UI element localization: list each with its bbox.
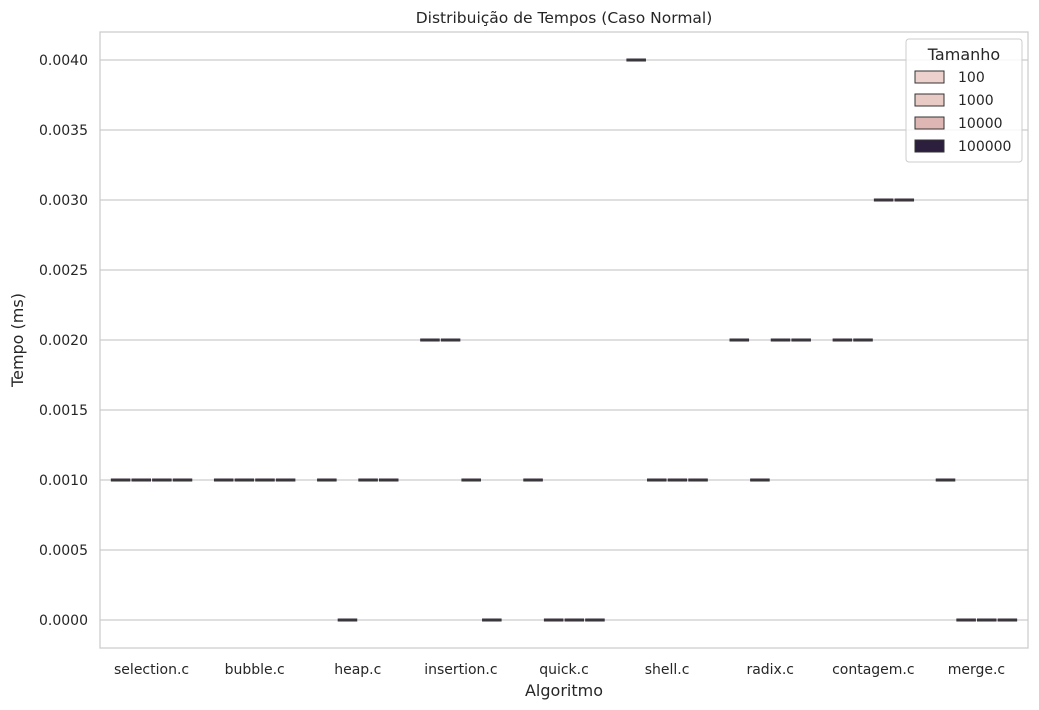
grid-lines	[100, 59, 1028, 621]
legend-label: 1000	[958, 93, 994, 109]
legend-title: Tamanho	[927, 45, 1000, 64]
legend: Tamanho 100 1000 10000 100000	[905, 38, 1023, 163]
plot-frame	[99, 31, 1029, 649]
y-tick-label: 0.0040	[39, 53, 88, 69]
y-axis-label: Tempo (ms)	[8, 293, 27, 388]
x-tick-labels: selection.c bubble.c heap.c insertion.c quic…	[114, 662, 1005, 678]
y-tick-label: 0.0020	[39, 333, 88, 349]
y-tick-label: 0.0015	[39, 403, 88, 419]
x-tick-label: shell.c	[645, 662, 690, 678]
chart-title: Distribuição de Tempos (Caso Normal)	[416, 9, 713, 27]
x-axis-label: Algoritmo	[525, 681, 603, 700]
legend-swatch	[914, 139, 945, 153]
y-tick-label: 0.0035	[39, 123, 88, 139]
legend-swatch	[914, 70, 945, 84]
y-tick-labels: 0.0000 0.0005 0.0010 0.0015 0.0020 0.0025 0.00…	[39, 53, 88, 629]
x-tick-label: quick.c	[539, 662, 589, 678]
y-tick-label: 0.0025	[39, 263, 88, 279]
x-tick-label: heap.c	[334, 662, 381, 678]
x-tick-label: insertion.c	[424, 662, 497, 678]
legend-label: 100000	[958, 139, 1011, 155]
y-tick-label: 0.0010	[39, 473, 88, 489]
y-tick-label: 0.0005	[39, 543, 88, 559]
legend-swatch	[914, 93, 945, 107]
legend-label: 10000	[958, 116, 1003, 132]
y-tick-label: 0.0000	[39, 613, 88, 629]
legend-frame	[905, 38, 1023, 163]
legend-swatch	[914, 116, 945, 130]
box-marks	[110, 58, 1018, 622]
y-tick-label: 0.0030	[39, 193, 88, 209]
x-tick-label: bubble.c	[225, 662, 285, 678]
x-tick-label: merge.c	[948, 662, 1005, 678]
x-tick-label: selection.c	[114, 662, 189, 678]
x-tick-label: radix.c	[746, 662, 794, 678]
legend-label: 100	[958, 70, 985, 86]
x-tick-label: contagem.c	[832, 662, 915, 678]
